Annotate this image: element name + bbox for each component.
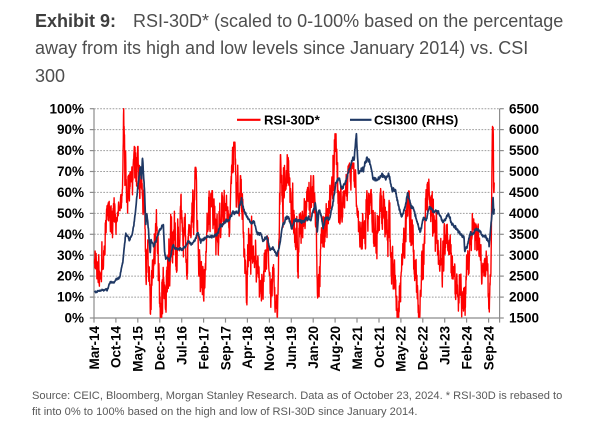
svg-text:100%: 100% <box>49 101 84 116</box>
svg-text:5500: 5500 <box>509 143 539 158</box>
svg-text:90%: 90% <box>57 122 84 137</box>
svg-text:2000: 2000 <box>509 290 539 305</box>
svg-text:30%: 30% <box>57 248 84 263</box>
svg-text:Jun-19: Jun-19 <box>284 326 299 370</box>
svg-text:20%: 20% <box>57 269 84 284</box>
svg-text:RSI-30D*: RSI-30D* <box>264 113 321 128</box>
svg-text:Dec-15: Dec-15 <box>153 326 168 371</box>
svg-text:50%: 50% <box>57 206 84 221</box>
svg-text:Oct-14: Oct-14 <box>109 326 124 369</box>
svg-text:4500: 4500 <box>509 185 539 200</box>
svg-text:Mar-14: Mar-14 <box>87 326 102 370</box>
svg-text:Feb-17: Feb-17 <box>196 326 211 370</box>
svg-text:Jul-23: Jul-23 <box>438 326 453 366</box>
svg-text:May-15: May-15 <box>131 326 146 372</box>
svg-text:CSI300 (RHS): CSI300 (RHS) <box>374 113 458 128</box>
svg-text:4000: 4000 <box>509 206 539 221</box>
svg-text:Jul-16: Jul-16 <box>175 326 190 366</box>
svg-text:Nov-18: Nov-18 <box>262 326 277 372</box>
svg-text:70%: 70% <box>57 164 84 179</box>
svg-text:Feb-24: Feb-24 <box>459 326 474 370</box>
svg-text:3500: 3500 <box>509 227 539 242</box>
svg-text:6000: 6000 <box>509 122 539 137</box>
svg-text:3000: 3000 <box>509 248 539 263</box>
svg-text:Jan-20: Jan-20 <box>306 326 321 369</box>
svg-text:10%: 10% <box>57 290 84 305</box>
svg-text:Apr-18: Apr-18 <box>240 326 255 369</box>
svg-text:40%: 40% <box>57 227 84 242</box>
svg-text:Oct-21: Oct-21 <box>372 326 387 369</box>
svg-text:Sep-24: Sep-24 <box>481 326 496 371</box>
svg-text:60%: 60% <box>57 185 84 200</box>
svg-text:Sep-17: Sep-17 <box>218 326 233 370</box>
svg-text:80%: 80% <box>57 143 84 158</box>
svg-text:Aug-20: Aug-20 <box>328 326 343 372</box>
svg-text:2500: 2500 <box>509 269 539 284</box>
svg-text:Dec-22: Dec-22 <box>416 326 431 370</box>
svg-text:1500: 1500 <box>509 311 539 326</box>
svg-text:Mar-21: Mar-21 <box>350 326 365 370</box>
svg-text:5000: 5000 <box>509 164 539 179</box>
svg-text:May-22: May-22 <box>394 326 409 372</box>
svg-text:0%: 0% <box>64 311 84 326</box>
svg-text:6500: 6500 <box>509 101 539 116</box>
